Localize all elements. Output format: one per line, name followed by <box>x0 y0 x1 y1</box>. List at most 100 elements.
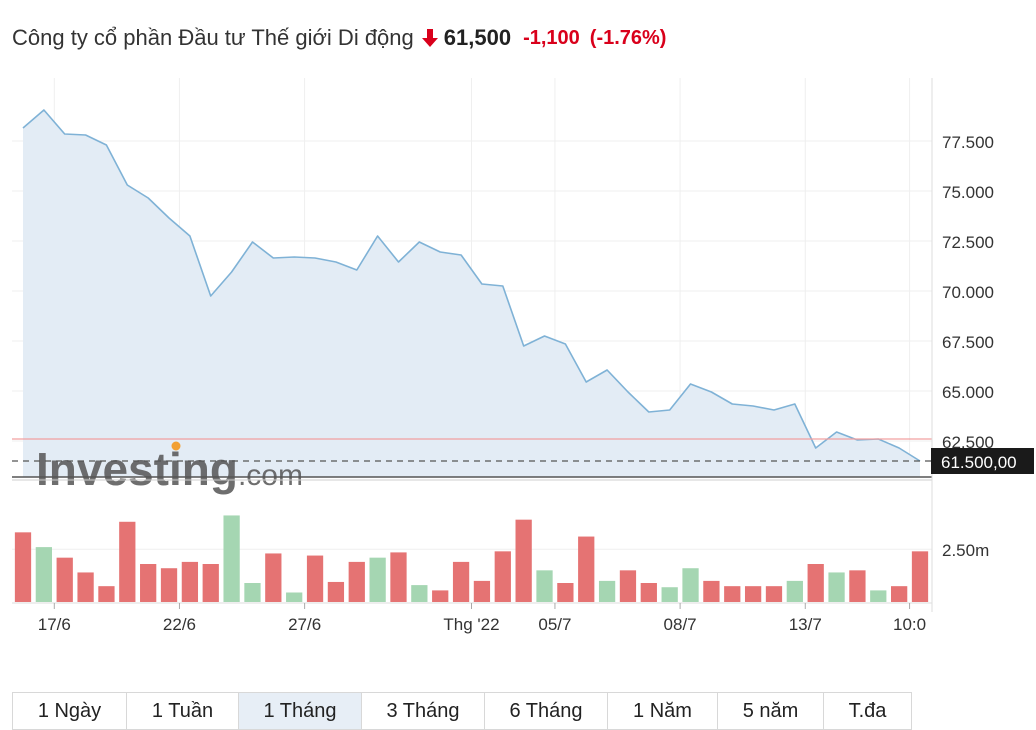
volume-bar <box>327 581 345 602</box>
time-range-tabs: 1 Ngày 1 Tuần 1 Tháng 3 Tháng 6 Tháng 1 Năm 5 … <box>12 692 912 730</box>
price-area <box>23 110 920 477</box>
volume-bar <box>598 580 616 602</box>
price-point <box>501 285 504 288</box>
price-point <box>626 391 629 394</box>
volume-bar <box>223 515 240 602</box>
down-arrow-icon <box>421 29 438 47</box>
price-point <box>397 261 400 264</box>
range-tab[interactable]: 3 Tháng <box>362 692 485 730</box>
range-tab[interactable]: 1 Tháng <box>239 692 362 730</box>
volume-bar <box>891 586 908 602</box>
volume-bar <box>265 553 282 602</box>
volume-bar <box>452 561 470 602</box>
y-tick-label: 62.500 <box>942 433 994 452</box>
volume-bar <box>77 572 94 602</box>
price-point <box>293 256 296 259</box>
price-point <box>647 411 650 414</box>
volume-bar <box>56 557 73 602</box>
volume-bar <box>369 557 386 602</box>
volume-bar <box>807 564 824 602</box>
price-point <box>168 217 171 220</box>
price-point <box>84 134 87 137</box>
price-point <box>835 431 838 434</box>
price-point <box>752 405 755 408</box>
last-price-badge-label: 61.500,00 <box>941 453 1017 472</box>
range-tab[interactable]: 1 Năm <box>608 692 718 730</box>
volume-bar <box>14 532 32 602</box>
volume-bar <box>494 551 511 602</box>
volume-bar <box>703 580 720 602</box>
price-point <box>209 295 212 298</box>
price-point <box>668 409 671 412</box>
volume-bar <box>244 583 261 602</box>
price-point <box>105 144 108 147</box>
x-tick-label: Thg '22 <box>443 615 499 634</box>
price-point <box>230 271 233 274</box>
volume-bar <box>432 590 449 602</box>
x-tick-label: 27/6 <box>288 615 321 634</box>
volume-tick-label: 2.50m <box>942 541 989 560</box>
volume-bar <box>181 561 199 602</box>
price-point <box>314 257 317 260</box>
price-line <box>22 109 921 462</box>
x-tick-label: 13/7 <box>789 615 822 634</box>
price-point <box>480 283 483 286</box>
price-point <box>22 127 25 130</box>
company-name: Công ty cổ phần Đầu tư Thế giới Di động <box>12 25 414 50</box>
watermark-dot <box>171 441 181 451</box>
stock-header: Công ty cổ phần Đầu tư Thế giới Di động … <box>12 22 676 54</box>
volume-bar <box>765 586 783 602</box>
volume-bar <box>724 586 741 602</box>
price-chart[interactable]: Investing.com 77.500 75.000 72.500 70.000 67.… <box>0 70 1036 640</box>
range-tab[interactable]: 1 Tuần <box>127 692 239 730</box>
volume-bar <box>849 570 866 602</box>
price-point <box>147 197 150 200</box>
volume-bar <box>640 583 657 602</box>
range-tab[interactable]: 6 Tháng <box>485 692 608 730</box>
volume-bar <box>160 568 178 602</box>
volume-bar <box>578 536 595 602</box>
price-point <box>606 369 609 372</box>
volume-bar <box>348 561 365 602</box>
x-tick-label: 05/7 <box>538 615 571 634</box>
price-point <box>689 383 692 386</box>
volume-bar <box>828 572 845 602</box>
price-change-percent: (-1.76%) <box>589 26 667 49</box>
price-point <box>460 254 463 257</box>
x-tick-label: 22/6 <box>163 615 196 634</box>
volume-bar <box>515 519 532 602</box>
y-tick-label: 70.000 <box>942 283 994 302</box>
y-tick-label: 65.000 <box>942 383 994 402</box>
range-tab[interactable]: 5 năm <box>718 692 824 730</box>
volume-bar <box>536 570 553 602</box>
volume-bar <box>35 547 52 602</box>
x-tick-label: 17/6 <box>38 615 71 634</box>
volume-bar <box>786 580 803 602</box>
price-point <box>814 447 817 450</box>
price-point <box>126 184 129 187</box>
price-point <box>418 241 421 244</box>
volume-bar <box>390 552 407 602</box>
last-price-badge <box>931 448 1034 474</box>
volume-bar <box>140 564 157 602</box>
y-tick-label: 72.500 <box>942 233 994 252</box>
price-point <box>42 109 45 112</box>
price-point <box>585 381 588 384</box>
volume-bar <box>411 585 428 602</box>
volume-bar <box>661 587 678 602</box>
price-point <box>251 241 254 244</box>
y-tick-label: 75.000 <box>942 183 994 202</box>
range-tab[interactable]: 1 Ngày <box>12 692 127 730</box>
investing-watermark: Investing.com <box>36 443 303 495</box>
volume-bar <box>619 570 637 602</box>
price-point <box>522 345 525 348</box>
volume-bar <box>286 592 303 602</box>
volume-bar <box>870 590 887 602</box>
volume-bar <box>473 580 491 602</box>
volume-bar <box>98 586 115 602</box>
range-tab[interactable]: T.đa <box>824 692 912 730</box>
price-point <box>772 409 775 412</box>
price-point <box>63 133 66 136</box>
price-point <box>543 335 546 338</box>
volume-bar <box>119 521 136 602</box>
